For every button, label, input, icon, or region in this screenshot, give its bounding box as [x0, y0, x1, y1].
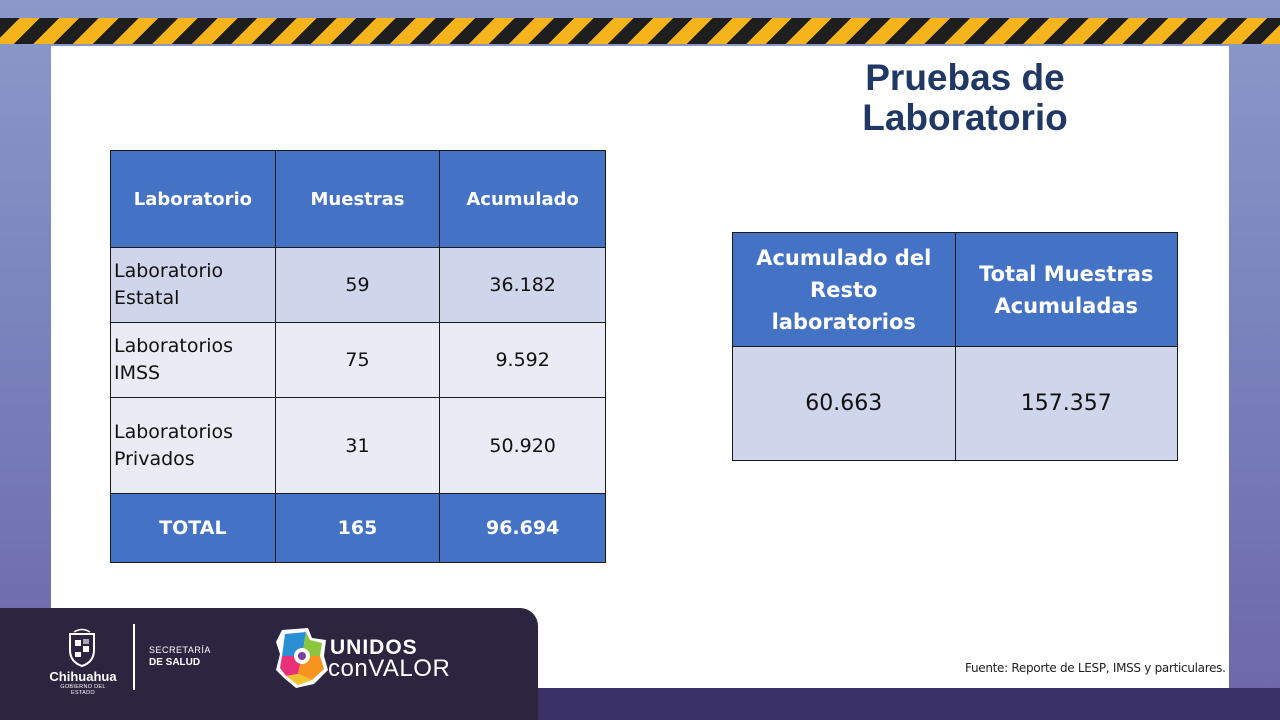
muestras-cell: 75	[274, 322, 441, 398]
hazard-stripe	[0, 18, 1280, 44]
table-row: Laboratorios Privados 31 50.920	[110, 397, 606, 494]
column-header-acumulado: Acumulado	[439, 150, 606, 248]
column-header-muestras: Muestras	[274, 150, 441, 248]
lab-name-cell: Laboratorio Estatal	[110, 247, 276, 323]
summary-header-total: Total Muestras Acumuladas	[954, 232, 1178, 347]
state-crest-icon	[69, 628, 95, 668]
source-note: Fuente: Reporte de LESP, IMSS y particul…	[965, 661, 1226, 675]
state-subtitle: GOBIERNO DEL ESTADO	[60, 684, 106, 696]
resto-value-cell: 60.663	[732, 346, 956, 461]
campaign-line2: conVALOR	[328, 655, 451, 682]
lab-name-cell: Laboratorios IMSS	[110, 322, 276, 398]
column-header-laboratorio: Laboratorio	[110, 150, 276, 248]
department-line1: SECRETARÍA	[149, 645, 211, 655]
total-muestras-cell: 165	[274, 493, 441, 563]
logo-divider	[133, 624, 135, 690]
accumulated-summary-table: Acumulado del Resto laboratorios Total M…	[732, 232, 1178, 461]
summary-value-row: 60.663 157.357	[732, 346, 1178, 461]
lab-name-cell: Laboratorios Privados	[110, 397, 276, 494]
campaign-line1: UNIDOS	[330, 636, 418, 659]
acumulado-cell: 9.592	[439, 322, 606, 398]
muestras-cell: 59	[274, 247, 441, 323]
total-acumulado-cell: 96.694	[439, 493, 606, 563]
slide-title: Pruebas de Laboratorio	[862, 57, 1068, 138]
lab-samples-table: Laboratorio Muestras Acumulado Laborator…	[110, 150, 606, 563]
muestras-cell: 31	[274, 397, 441, 494]
total-label-cell: TOTAL	[110, 493, 276, 563]
table-header-row: Laboratorio Muestras Acumulado	[110, 150, 606, 248]
acumulado-cell: 50.920	[439, 397, 606, 494]
footer-band	[0, 608, 538, 720]
department-line2: DE SALUD	[149, 657, 201, 668]
total-value-cell: 157.357	[954, 346, 1178, 461]
campaign-logo-icon	[276, 628, 328, 688]
state-name: Chihuahua	[49, 669, 117, 684]
table-row: Laboratorio Estatal 59 36.182	[110, 247, 606, 323]
summary-header-row: Acumulado del Resto laboratorios Total M…	[732, 232, 1178, 347]
acumulado-cell: 36.182	[439, 247, 606, 323]
summary-header-resto: Acumulado del Resto laboratorios	[732, 232, 956, 347]
total-row: TOTAL 165 96.694	[110, 493, 606, 563]
table-row: Laboratorios IMSS 75 9.592	[110, 322, 606, 398]
